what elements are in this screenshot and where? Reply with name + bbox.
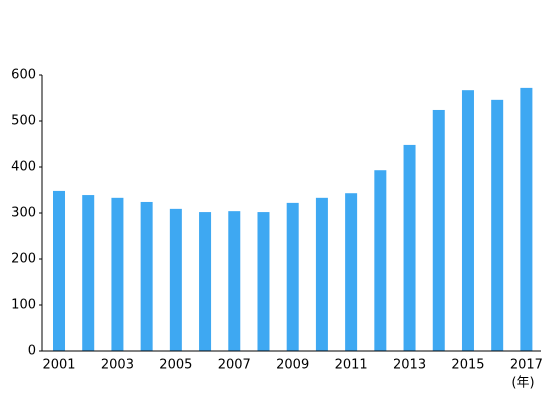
y-tick-label: 300 bbox=[11, 206, 36, 221]
x-tick-label: 2015 bbox=[451, 358, 484, 373]
bar bbox=[82, 195, 95, 351]
bar bbox=[461, 90, 474, 352]
bar bbox=[228, 211, 241, 351]
x-tick-label: 2017 bbox=[510, 358, 543, 373]
y-tick-label: 500 bbox=[11, 114, 36, 129]
x-tick-label: 2007 bbox=[218, 358, 251, 373]
y-tick-label: 0 bbox=[28, 344, 36, 359]
x-tick-label: 2013 bbox=[393, 358, 426, 373]
bar bbox=[403, 144, 416, 351]
bar bbox=[53, 190, 66, 351]
bar bbox=[140, 201, 153, 351]
bar bbox=[169, 208, 182, 351]
bar bbox=[432, 109, 445, 352]
y-tick-label: 100 bbox=[11, 298, 36, 313]
y-tick-label: 200 bbox=[11, 252, 36, 267]
bar bbox=[286, 202, 299, 351]
bar bbox=[374, 170, 387, 351]
y-tick-label: 600 bbox=[11, 68, 36, 83]
x-axis-label: (年) bbox=[511, 376, 534, 391]
x-tick-label: 2011 bbox=[335, 358, 368, 373]
bar bbox=[491, 99, 504, 351]
y-tick-label: 400 bbox=[11, 160, 36, 175]
x-tick-label: 2003 bbox=[101, 358, 134, 373]
bar bbox=[520, 87, 533, 351]
bar bbox=[199, 212, 212, 351]
bar bbox=[111, 197, 124, 351]
x-tick-label: 2009 bbox=[276, 358, 309, 373]
bar bbox=[315, 197, 328, 351]
bar bbox=[345, 193, 358, 351]
x-tick-label: 2005 bbox=[159, 358, 192, 373]
x-tick-label: 2001 bbox=[42, 358, 75, 373]
bar bbox=[257, 212, 270, 351]
